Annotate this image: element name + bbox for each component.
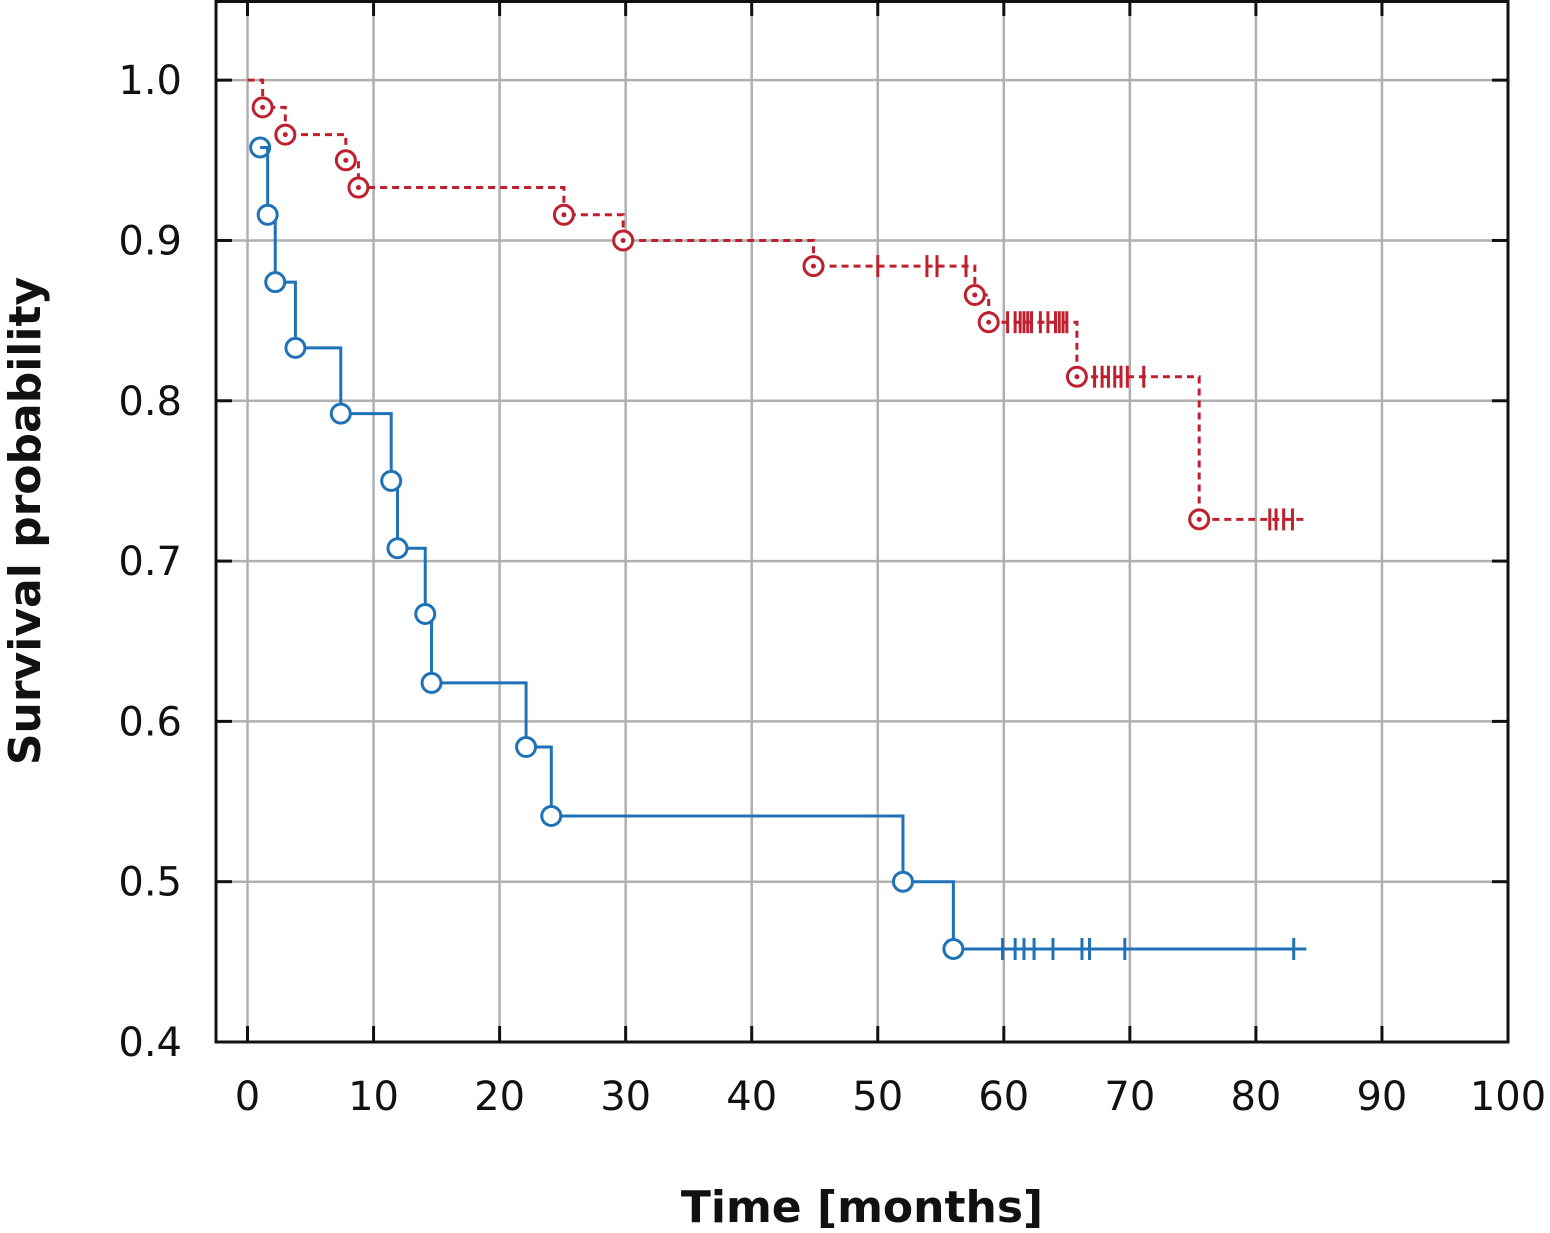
event-marker-dot xyxy=(561,212,567,218)
y-tick-label: 0.6 xyxy=(118,699,182,745)
x-tick-label: 80 xyxy=(1230,1074,1281,1120)
x-tick-label: 40 xyxy=(726,1074,777,1120)
event-marker-dot xyxy=(972,292,978,298)
event-marker-dot xyxy=(1074,374,1080,380)
event-marker xyxy=(264,271,287,294)
event-marker xyxy=(515,736,538,759)
x-tick-label: 90 xyxy=(1356,1074,1407,1120)
event-marker xyxy=(386,537,409,560)
event-marker xyxy=(249,136,272,159)
event-marker-dot xyxy=(810,263,816,269)
x-tick-label: 50 xyxy=(852,1074,903,1120)
y-axis-title: Survival probability xyxy=(0,277,51,765)
y-tick-label: 0.9 xyxy=(118,218,182,264)
survival-curve xyxy=(247,78,1307,521)
x-axis-title: Time [months] xyxy=(681,1182,1043,1233)
event-marker xyxy=(284,336,307,359)
event-marker xyxy=(891,870,914,893)
series-2 xyxy=(249,136,1307,961)
survival-curve xyxy=(260,145,1307,951)
event-marker-dot xyxy=(1196,516,1202,522)
x-tick-label: 20 xyxy=(474,1074,525,1120)
plot-series xyxy=(247,78,1307,961)
event-marker xyxy=(380,469,403,492)
plot-frame xyxy=(214,0,1510,1044)
event-marker xyxy=(256,203,279,226)
y-tick-label: 1.0 xyxy=(118,58,182,104)
y-tick-label: 0.8 xyxy=(118,379,182,425)
event-marker xyxy=(420,671,443,694)
event-marker-dot xyxy=(282,132,288,138)
x-tick-label: 0 xyxy=(235,1074,260,1120)
x-tick-label: 30 xyxy=(600,1074,651,1120)
event-marker-dot xyxy=(355,185,361,191)
event-marker xyxy=(540,804,563,827)
event-marker-dot xyxy=(620,237,626,243)
x-tick-label: 70 xyxy=(1104,1074,1155,1120)
x-tick-label: 60 xyxy=(978,1074,1029,1120)
grid-lines xyxy=(216,0,1508,1042)
y-tick-label: 0.4 xyxy=(118,1020,182,1066)
event-marker xyxy=(414,602,437,625)
y-tick-label: 0.5 xyxy=(118,860,182,906)
series-1 xyxy=(247,78,1307,531)
axis-ticks xyxy=(216,0,1510,1044)
event-marker xyxy=(329,402,352,425)
event-marker xyxy=(942,938,965,961)
x-tick-label: 10 xyxy=(348,1074,399,1120)
y-tick-label: 0.7 xyxy=(118,539,182,585)
event-marker-dot xyxy=(986,319,992,325)
x-tick-label: 100 xyxy=(1470,1074,1546,1120)
event-marker-dot xyxy=(260,104,266,110)
event-marker-dot xyxy=(343,157,349,163)
tick-labels: 0 10 20 30 40 50 60 70 80 90 100 0.4 0.5 0.6 0.7 0.8 0.9… xyxy=(118,58,1546,1120)
